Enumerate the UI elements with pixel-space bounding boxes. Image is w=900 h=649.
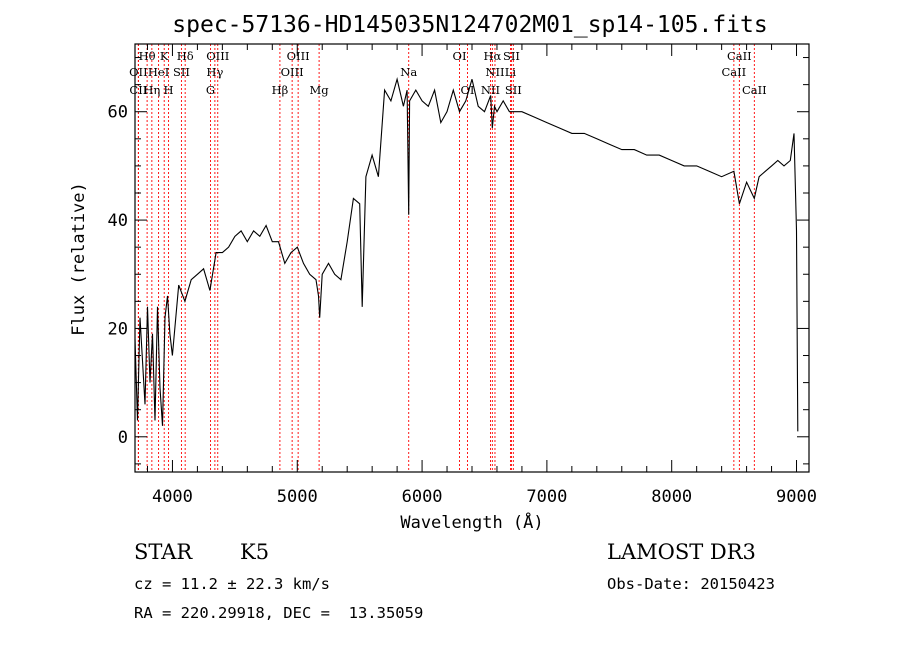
object-subclass: K5 — [240, 540, 270, 564]
spectral-line-label: CII — [129, 83, 147, 97]
plot-frame — [134, 43, 810, 473]
spectral-line-label: Na — [400, 65, 417, 79]
y-tick-label: 0 — [118, 428, 128, 448]
spectral-line-label: Mg — [310, 83, 330, 97]
redshift-cz: cz = 11.2 ± 22.3 km/s — [134, 575, 330, 593]
x-tick-labels: 4000 5000 6000 7000 8000 9000 — [152, 487, 817, 507]
y-tick-label: 20 — [108, 319, 128, 339]
x-tick-label: 8000 — [651, 487, 692, 507]
y-tick-label: 40 — [108, 211, 128, 231]
x-tick-label: 7000 — [526, 487, 567, 507]
axis-ticks — [135, 44, 809, 472]
spectral-line-label: Hδ — [177, 49, 194, 63]
spectral-line-label: SII — [503, 49, 520, 63]
observation-date: Obs-Date: 20150423 — [607, 575, 775, 593]
spectral-line-label: OIII — [281, 65, 304, 79]
spectral-line-label: H — [164, 83, 174, 97]
spectral-line-label: Hβ — [272, 83, 289, 97]
spectrum-line — [134, 77, 799, 432]
spectral-line-label: OIII — [206, 49, 229, 63]
x-tick-label: 9000 — [776, 487, 817, 507]
x-tick-label: 6000 — [402, 487, 443, 507]
spectral-line-labels: Hθ OII CII K HeI Hη SII H Hδ OIII Hγ G OIII OIII Hβ Mg N… — [129, 49, 767, 97]
chart-title: spec-57136-HD145035N124702M01_sp14-105.f… — [172, 12, 767, 38]
spectral-line-label: NII — [485, 65, 504, 79]
spectral-line-label: Li — [505, 65, 517, 79]
object-class: STAR — [134, 540, 193, 564]
spectral-line-label: Hθ — [139, 49, 156, 63]
y-tick-label: 60 — [108, 103, 128, 123]
spectral-line-markers — [137, 44, 755, 472]
spectral-line-label: OI — [453, 49, 467, 63]
spectral-line-label: HeI — [148, 65, 169, 79]
spectral-line-label: G — [206, 83, 215, 97]
spectral-line-label: OIII — [287, 49, 310, 63]
spectral-line-label: K — [160, 49, 169, 63]
x-tick-label: 5000 — [277, 487, 318, 507]
spectral-line-label: OI — [461, 83, 475, 97]
spectral-line-label: OII — [129, 65, 148, 79]
spectral-line-label: SII — [505, 83, 522, 97]
spectral-line-label: Hη — [143, 83, 160, 97]
spectral-line-label: CaII — [721, 65, 746, 79]
y-tick-labels: 0 20 40 60 — [108, 103, 128, 448]
spectral-line-label: CaII — [742, 83, 767, 97]
spectral-line-label: Hγ — [206, 65, 223, 79]
spectral-line-label: NII — [481, 83, 500, 97]
y-axis-label: Flux (relative) — [69, 182, 89, 336]
ra-dec: RA = 220.29918, DEC = 13.35059 — [134, 604, 424, 622]
x-tick-label: 4000 — [152, 487, 193, 507]
spectral-line-label: CaII — [727, 49, 752, 63]
spectral-line-label: SII — [173, 65, 190, 79]
survey-name: LAMOST DR3 — [607, 540, 756, 564]
spectral-line-label: Hα — [483, 49, 501, 63]
x-axis-label: Wavelength (Å) — [400, 511, 543, 533]
